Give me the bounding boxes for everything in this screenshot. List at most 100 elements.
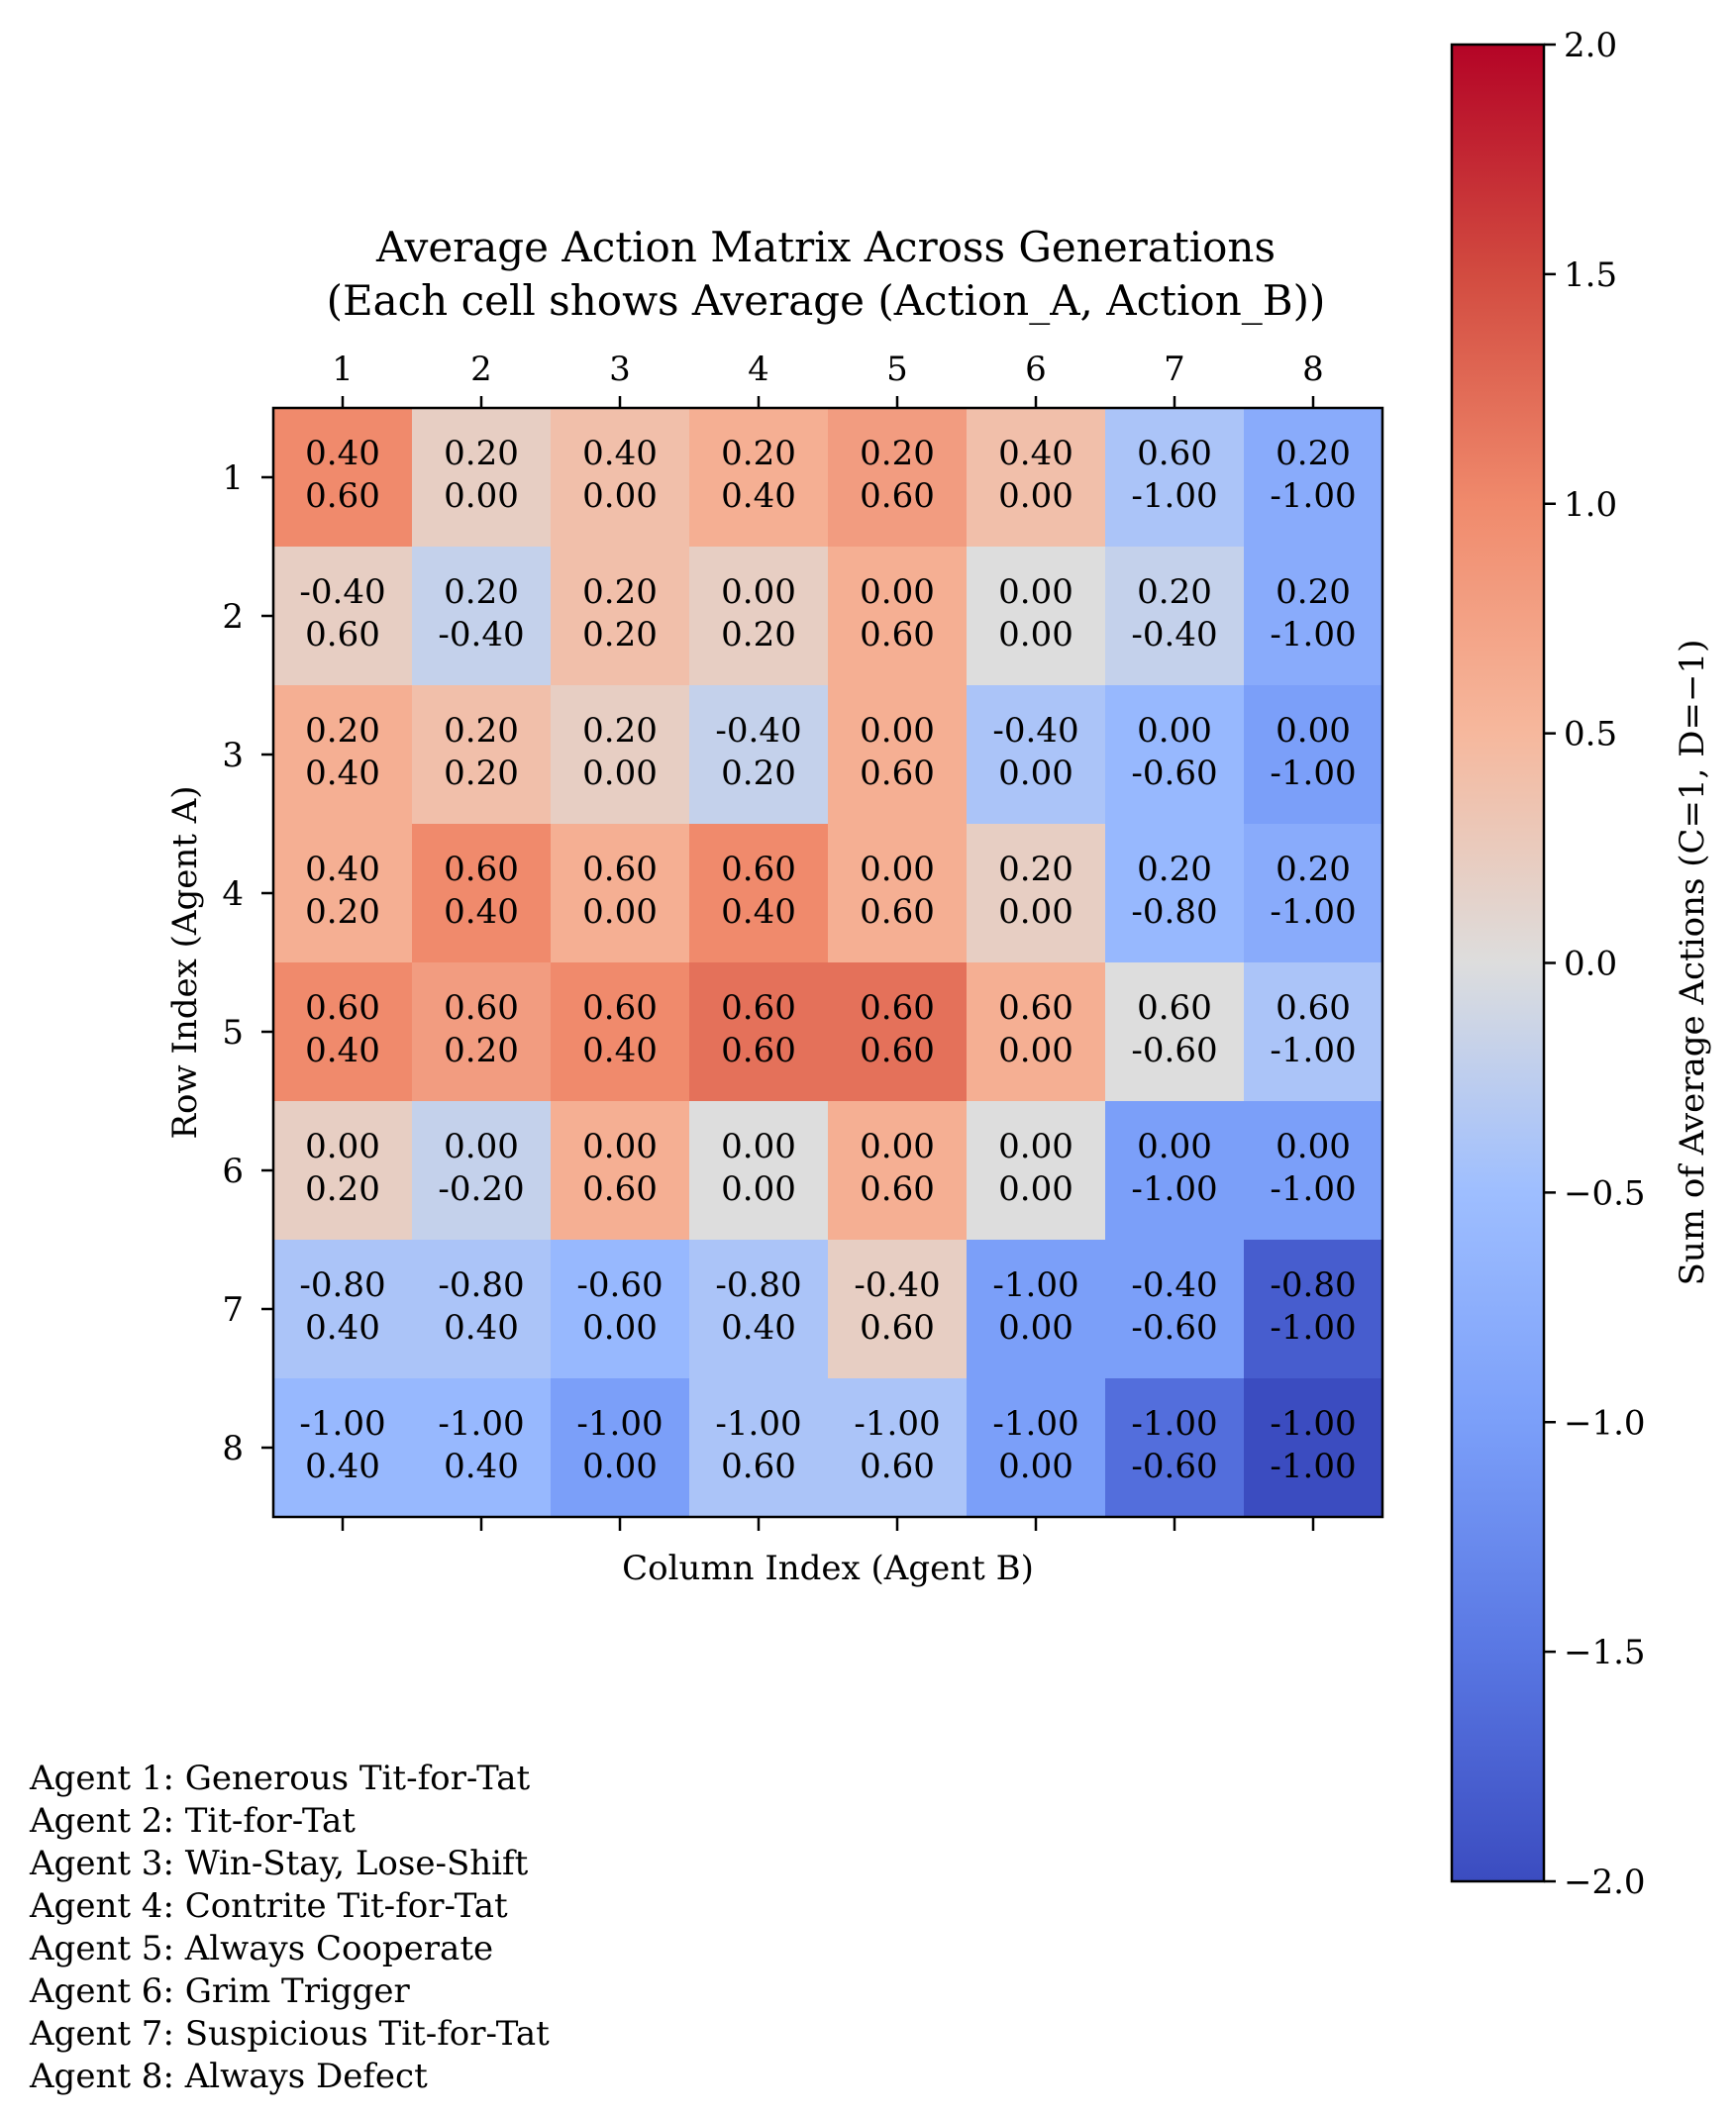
cell-value-b: -0.40 bbox=[438, 615, 524, 655]
cell-value-b: 0.00 bbox=[582, 1447, 658, 1486]
heatmap-cell bbox=[967, 962, 1106, 1102]
heatmap-cell bbox=[967, 1378, 1106, 1518]
x-tick-label: 6 bbox=[1025, 350, 1047, 389]
cell-value-a: 0.40 bbox=[305, 434, 380, 473]
plot-frame bbox=[271, 406, 1384, 1519]
cell-value-a: 0.20 bbox=[582, 711, 658, 751]
cell-value-b: -1.00 bbox=[1270, 1169, 1356, 1209]
cell-value-b: -0.20 bbox=[438, 1169, 524, 1209]
cell-value-a: -0.40 bbox=[854, 1265, 940, 1305]
cell-value-a: 0.60 bbox=[1137, 988, 1212, 1028]
heatmap-cell bbox=[1244, 1101, 1383, 1241]
legend-item: Agent 6: Grim Trigger bbox=[30, 1971, 410, 2011]
heatmap-cell bbox=[1105, 824, 1245, 963]
cell-value-a: -1.00 bbox=[854, 1404, 940, 1444]
cell-value-b: -0.60 bbox=[1131, 1031, 1217, 1070]
cell-value-b: 0.40 bbox=[444, 1447, 519, 1486]
cell-value-a: -0.80 bbox=[299, 1265, 385, 1305]
cell-value-a: 0.20 bbox=[582, 572, 658, 612]
cell-value-b: 0.00 bbox=[998, 615, 1073, 655]
heatmap-cell bbox=[1244, 1378, 1383, 1518]
cell-value-a: 0.00 bbox=[444, 1127, 519, 1166]
y-tick-label: 3 bbox=[222, 736, 244, 775]
heatmap-cell bbox=[967, 1240, 1106, 1379]
heatmap-cell bbox=[412, 1378, 552, 1518]
cell-value-a: 0.20 bbox=[1276, 850, 1351, 889]
heatmap-cell bbox=[551, 547, 690, 686]
heatmap-cell bbox=[689, 685, 829, 825]
cell-value-a: 0.20 bbox=[444, 711, 519, 751]
cell-value-a: 0.00 bbox=[998, 1127, 1073, 1166]
heatmap-cell bbox=[1244, 962, 1383, 1102]
heatmap-cell bbox=[273, 547, 413, 686]
cell-value-b: 0.20 bbox=[444, 754, 519, 793]
heatmap-cell bbox=[1105, 962, 1245, 1102]
cell-value-b: -1.00 bbox=[1270, 892, 1356, 932]
cell-value-b: 0.60 bbox=[721, 1031, 796, 1070]
cell-value-b: 0.60 bbox=[860, 1308, 935, 1348]
cell-value-b: 0.60 bbox=[860, 1169, 935, 1209]
heatmap-cell bbox=[967, 408, 1106, 548]
cell-value-a: 0.40 bbox=[582, 434, 658, 473]
heatmap-cell bbox=[551, 685, 690, 825]
legend-item: Agent 3: Win-Stay, Lose-Shift bbox=[30, 1844, 529, 1883]
cell-value-a: -1.00 bbox=[1131, 1404, 1217, 1444]
cell-value-b: 0.20 bbox=[305, 892, 380, 932]
heatmap-cell bbox=[967, 824, 1106, 963]
heatmap-cell bbox=[273, 1101, 413, 1241]
cell-value-b: 0.60 bbox=[860, 754, 935, 793]
y-tick-label: 7 bbox=[222, 1290, 244, 1330]
cell-value-b: 0.20 bbox=[305, 1169, 380, 1209]
cell-value-a: 0.40 bbox=[998, 434, 1073, 473]
cell-value-a: 0.00 bbox=[1276, 711, 1351, 751]
cell-value-b: 0.60 bbox=[860, 476, 935, 516]
cell-value-a: 0.00 bbox=[1276, 1127, 1351, 1166]
cell-value-a: 0.20 bbox=[1137, 850, 1212, 889]
y-tick-label: 8 bbox=[222, 1429, 244, 1468]
cell-value-a: 0.60 bbox=[1276, 988, 1351, 1028]
cell-value-b: 0.60 bbox=[721, 1447, 796, 1486]
heatmap-cell bbox=[1244, 408, 1383, 548]
heatmap-cell bbox=[689, 1378, 829, 1518]
cell-value-a: 0.00 bbox=[1137, 711, 1212, 751]
cell-value-a: -1.00 bbox=[299, 1404, 385, 1444]
cell-value-b: 0.00 bbox=[721, 1169, 796, 1209]
cell-value-a: 0.60 bbox=[305, 988, 380, 1028]
colorbar-label: Sum of Average Actions (C=1, D=−1) bbox=[1673, 640, 1712, 1286]
cell-value-a: 0.60 bbox=[582, 850, 658, 889]
colorbar-tick-label: −1.5 bbox=[1564, 1633, 1646, 1672]
cell-value-b: -1.00 bbox=[1270, 1031, 1356, 1070]
cell-value-a: 0.20 bbox=[1276, 572, 1351, 612]
heatmap-cell bbox=[828, 1101, 968, 1241]
heatmap-cell bbox=[1244, 1240, 1383, 1379]
heatmap-cell bbox=[967, 1101, 1106, 1241]
colorbar-tick-label: 1.0 bbox=[1564, 485, 1617, 525]
cell-value-a: -0.40 bbox=[1131, 1265, 1217, 1305]
cell-value-b: 0.00 bbox=[998, 1308, 1073, 1348]
cell-value-a: 0.00 bbox=[860, 1127, 935, 1166]
cell-value-b: 0.40 bbox=[721, 476, 796, 516]
cell-value-b: -1.00 bbox=[1270, 1308, 1356, 1348]
heatmap-cell bbox=[828, 962, 968, 1102]
cell-value-a: -1.00 bbox=[438, 1404, 524, 1444]
heatmap-cell bbox=[551, 824, 690, 963]
cell-value-b: -0.60 bbox=[1131, 1308, 1217, 1348]
cell-value-a: 0.60 bbox=[721, 988, 796, 1028]
cell-value-b: 0.40 bbox=[721, 1308, 796, 1348]
heatmap-cell bbox=[689, 1101, 829, 1241]
colorbar-tick-label: −1.0 bbox=[1564, 1403, 1646, 1443]
heatmap-cell bbox=[828, 1240, 968, 1379]
heatmap-cell bbox=[273, 408, 413, 548]
heatmap-cell bbox=[828, 547, 968, 686]
cell-value-b: 0.60 bbox=[860, 615, 935, 655]
cell-value-b: 0.00 bbox=[444, 476, 519, 516]
x-tick-label: 1 bbox=[332, 350, 354, 389]
cell-value-b: -1.00 bbox=[1131, 1169, 1217, 1209]
cell-value-a: -1.00 bbox=[1270, 1404, 1356, 1444]
heatmap-cell bbox=[412, 685, 552, 825]
cell-value-a: 0.60 bbox=[582, 988, 658, 1028]
colorbar-tick-label: −0.5 bbox=[1564, 1173, 1646, 1213]
cell-value-b: 0.40 bbox=[444, 892, 519, 932]
cell-value-a: 0.00 bbox=[582, 1127, 658, 1166]
x-axis-label: Column Index (Agent B) bbox=[622, 1549, 1034, 1588]
